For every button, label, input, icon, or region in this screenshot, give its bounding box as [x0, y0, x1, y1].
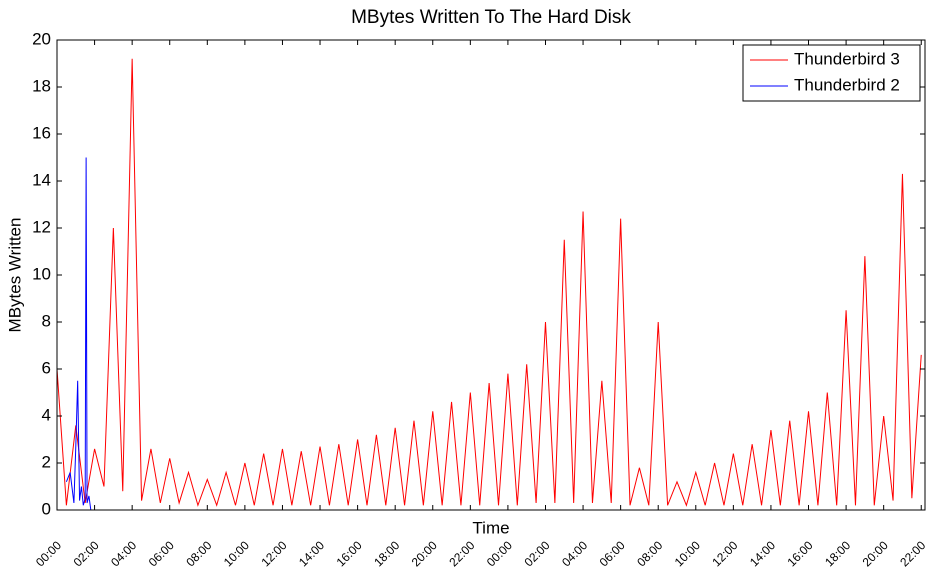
data-line	[56, 58, 922, 507]
y-tick-label: 14	[32, 170, 51, 189]
y-tick-label: 12	[32, 217, 51, 236]
y-tick-label: 18	[32, 76, 51, 95]
y-tick-label: 2	[42, 452, 51, 471]
y-tick-label: 20	[32, 29, 51, 48]
y-tick-label: 10	[32, 264, 51, 283]
y-tick-label: 8	[42, 311, 51, 330]
legend-label: Thunderbird 3	[794, 49, 900, 68]
y-axis-label: MBytes Written	[5, 218, 24, 333]
x-axis-label: Time	[472, 518, 509, 537]
legend-box	[742, 44, 921, 102]
data-line	[65, 157, 92, 511]
chart-title: MBytes Written To The Hard Disk	[351, 7, 631, 28]
legend-label: Thunderbird 2	[794, 75, 900, 94]
y-tick-label: 0	[42, 499, 51, 518]
y-tick-label: 16	[32, 123, 51, 142]
y-tick-label: 4	[42, 405, 51, 424]
y-tick-label: 6	[42, 358, 51, 377]
